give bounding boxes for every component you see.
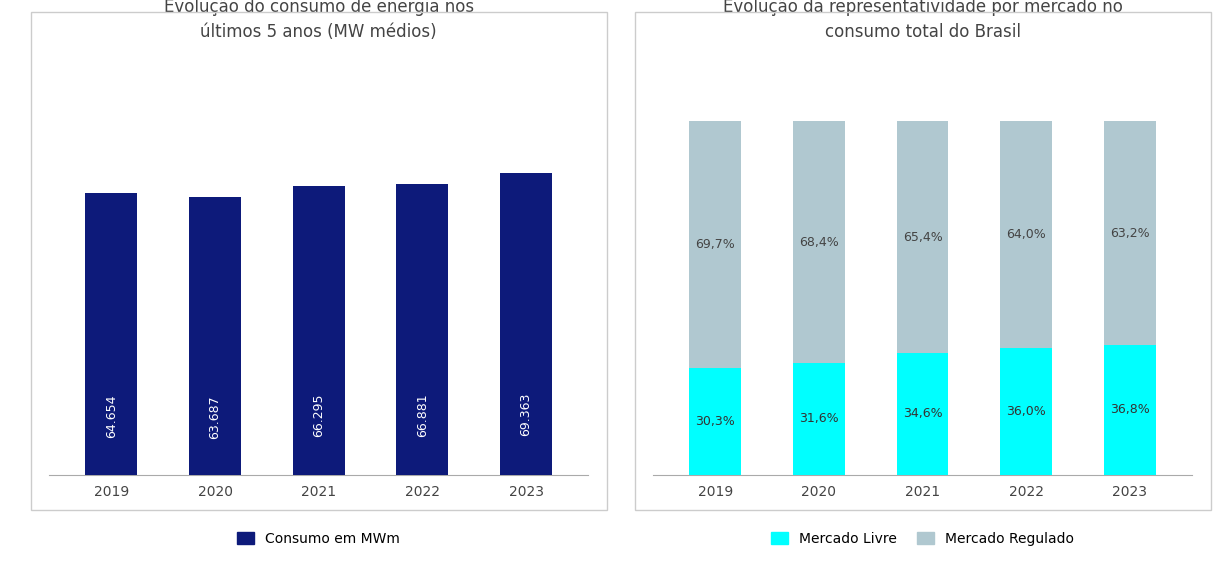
Text: 68,4%: 68,4%: [799, 236, 838, 249]
Bar: [793, 363, 844, 475]
Title: Evolução da representatividade por mercado no
consumo total do Brasil: Evolução da representatividade por merca…: [723, 0, 1122, 41]
Text: 64.654: 64.654: [104, 395, 118, 438]
Bar: [897, 353, 949, 475]
Title: Evolução do consumo de energia nos
últimos 5 anos (MW médios): Evolução do consumo de energia nos últim…: [163, 0, 474, 41]
Legend: Consumo em MWm: Consumo em MWm: [232, 526, 406, 551]
Bar: [1104, 122, 1155, 345]
Text: 36,0%: 36,0%: [1007, 405, 1046, 417]
Text: 34,6%: 34,6%: [903, 407, 943, 420]
Bar: [793, 122, 844, 363]
Text: 66.295: 66.295: [312, 394, 326, 437]
Text: 69,7%: 69,7%: [696, 238, 735, 251]
Text: 66.881: 66.881: [415, 393, 429, 437]
Text: 36,8%: 36,8%: [1110, 404, 1150, 416]
Text: 63.687: 63.687: [209, 395, 221, 439]
Bar: [689, 368, 741, 475]
Bar: [689, 122, 741, 368]
Bar: [397, 184, 449, 475]
Bar: [1104, 345, 1155, 475]
Bar: [86, 193, 138, 475]
Bar: [189, 197, 241, 475]
Text: 30,3%: 30,3%: [696, 415, 735, 428]
Bar: [293, 186, 344, 475]
Text: 31,6%: 31,6%: [799, 412, 838, 426]
Bar: [897, 122, 949, 353]
Bar: [1000, 122, 1052, 347]
Legend: Mercado Livre, Mercado Regulado: Mercado Livre, Mercado Regulado: [766, 526, 1080, 551]
Bar: [500, 173, 552, 475]
Text: 64,0%: 64,0%: [1007, 228, 1046, 241]
Text: 69.363: 69.363: [520, 392, 532, 435]
Text: 65,4%: 65,4%: [902, 230, 943, 244]
Bar: [1000, 347, 1052, 475]
Text: 63,2%: 63,2%: [1110, 226, 1150, 240]
